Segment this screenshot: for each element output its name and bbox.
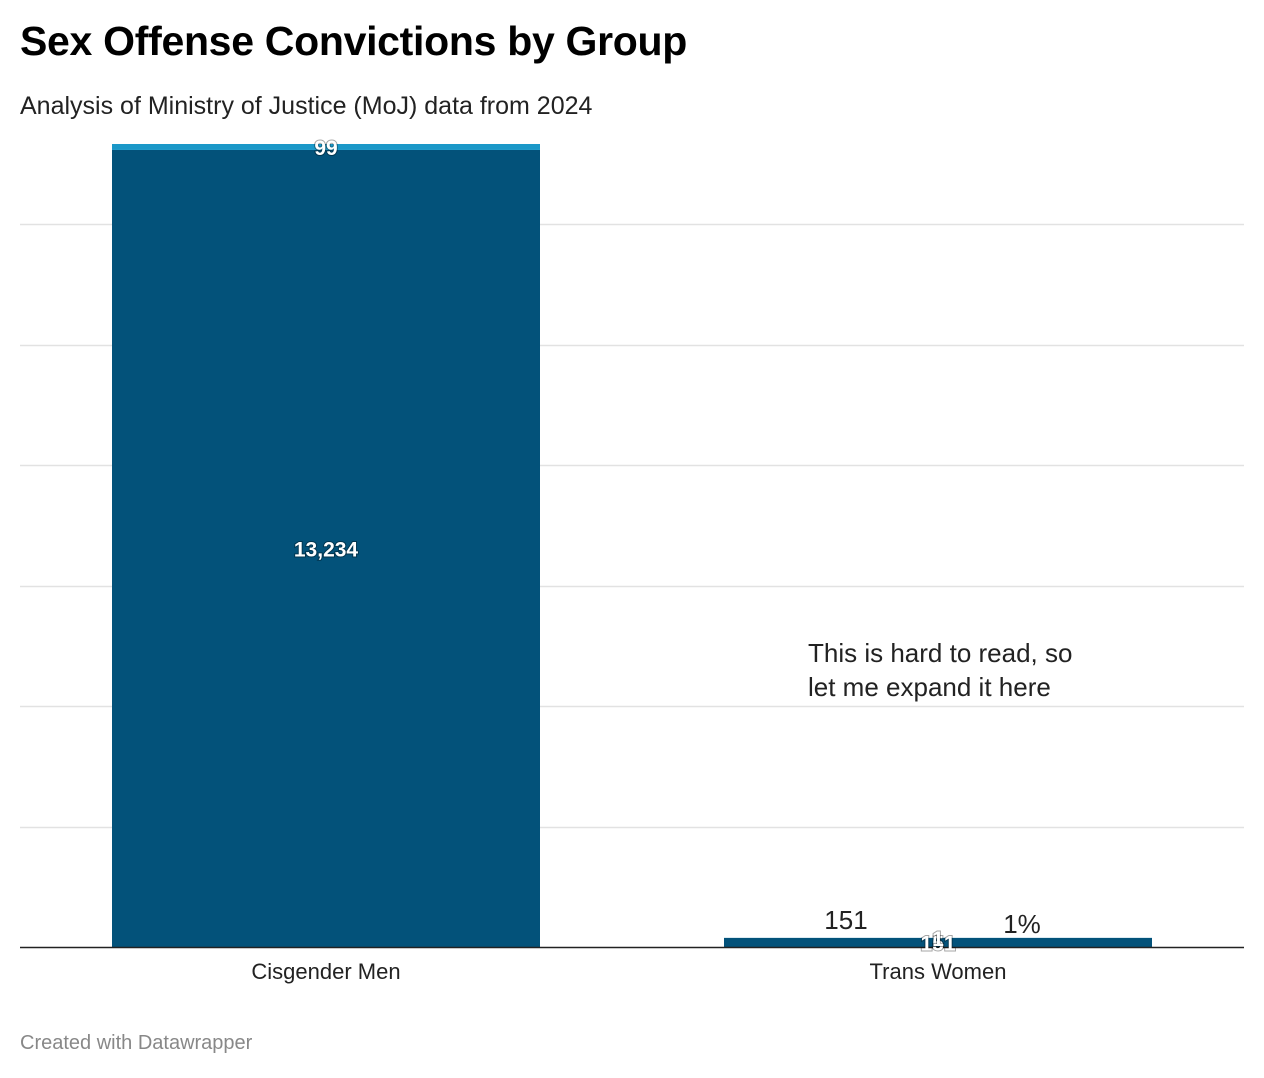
category-label-trans-women: Trans Women xyxy=(870,959,1007,984)
annotations: 151 1% xyxy=(824,905,1040,939)
chart-subtitle: Analysis of Ministry of Justice (MoJ) da… xyxy=(20,92,593,120)
bar-label-trans-women-segment-2: 1 xyxy=(932,928,944,951)
annotation-note: This is hard to read, so let me expand i… xyxy=(808,638,1080,702)
bar-label-cisgender-men-segment-2: 99 xyxy=(314,137,337,160)
annotation-1: 151 xyxy=(824,905,867,935)
chart-title: Sex Offense Convictions by Group xyxy=(20,18,688,64)
category-labels: Cisgender Men Trans Women xyxy=(251,959,1006,984)
category-label-cisgender-men: Cisgender Men xyxy=(251,959,400,984)
annotation-note-line-1: This is hard to read, so xyxy=(808,638,1072,668)
bars xyxy=(112,144,1152,948)
bar-label-cisgender-men-segment-1: 13,234 xyxy=(294,538,359,561)
annotation-note-line-2: let me expand it here xyxy=(808,672,1051,702)
bar-cisgender-men-segment-1 xyxy=(112,149,540,948)
footer-credit: Created with Datawrapper xyxy=(20,1032,253,1054)
bar-trans-women-segment-1 xyxy=(724,937,1152,947)
annotation-2: 1% xyxy=(1003,909,1041,939)
bar-cisgender-men-segment-2 xyxy=(112,144,540,150)
bar-label-trans-women-segment-1: 151 xyxy=(920,932,955,955)
